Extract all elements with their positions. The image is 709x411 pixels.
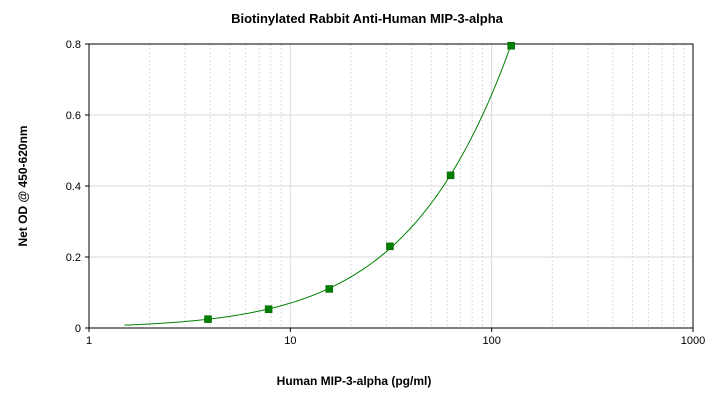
fit-curve	[124, 43, 514, 326]
x-axis-label: Human MIP-3-alpha (pg/ml)	[277, 374, 432, 388]
y-tick-label: 0.6	[66, 110, 81, 122]
y-tick-label: 0.4	[66, 181, 81, 193]
x-tick-label: 10	[284, 335, 296, 347]
data-point	[446, 171, 455, 180]
data-point	[264, 305, 273, 313]
x-tick-label: 100	[482, 335, 500, 347]
grid	[89, 44, 693, 328]
data-point	[204, 315, 212, 323]
y-tick-label: 0	[75, 323, 81, 335]
data-point	[325, 285, 333, 293]
axis-ticks: 0 0.2 0.4 0.6 0.8 1 10 100 1000	[66, 39, 706, 347]
x-tick-label: 1	[86, 335, 92, 347]
chart-title: Biotinylated Rabbit Anti-Human MIP-3-alp…	[231, 11, 504, 26]
data-points	[204, 42, 515, 323]
data-point	[386, 242, 394, 251]
y-axis-label: Net OD @ 450-620nm	[16, 125, 30, 246]
x-tick-label: 1000	[681, 335, 705, 347]
y-tick-label: 0.2	[66, 252, 81, 264]
data-point	[507, 42, 515, 50]
y-tick-label: 0.8	[66, 39, 81, 51]
